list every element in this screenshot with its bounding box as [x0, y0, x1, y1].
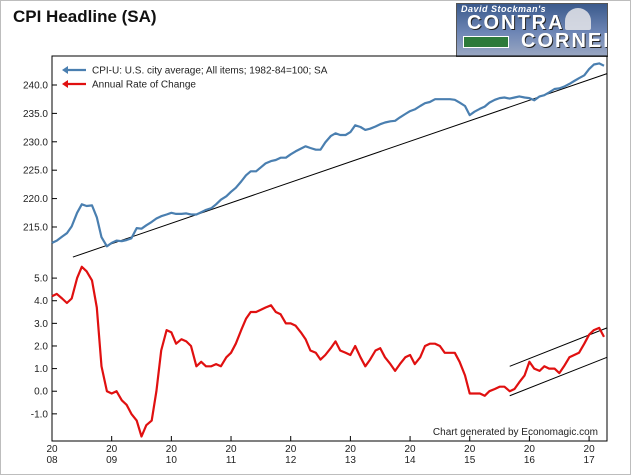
x-tick-label-top: 20	[285, 444, 297, 455]
logo-byline: David Stockman's	[461, 4, 547, 14]
x-tick-label-top: 20	[405, 444, 417, 455]
x-tick-label-bottom: 09	[106, 455, 118, 466]
chart-credit: Chart generated by Economagic.com	[433, 427, 598, 438]
legend-arrow-icon	[62, 80, 68, 88]
x-tick-label-bottom: 12	[285, 455, 297, 466]
x-tick-label-top: 20	[106, 444, 118, 455]
x-tick-label-bottom: 17	[584, 455, 596, 466]
x-tick-label-top: 20	[464, 444, 476, 455]
y-tick-label: 235.0	[23, 109, 48, 120]
logo-word-contra: CONTRA	[467, 12, 565, 34]
x-tick-label-bottom: 16	[524, 455, 536, 466]
x-tick-label-top: 20	[345, 444, 357, 455]
y-tick-label: 220.0	[23, 194, 48, 205]
y-tick-label: 215.0	[23, 222, 48, 233]
y-tick-label: 5.0	[34, 274, 48, 285]
wall-street-sign-image	[463, 36, 509, 48]
legend-arrow-icon	[62, 66, 68, 74]
plot-area	[51, 55, 608, 442]
x-tick-label-top: 20	[225, 444, 237, 455]
x-tick-label-bottom: 08	[46, 455, 58, 466]
x-tick-label-top: 20	[584, 444, 596, 455]
y-tick-label: -1.0	[31, 409, 49, 420]
chart-title: CPI Headline (SA)	[13, 7, 157, 26]
y-tick-label: 240.0	[23, 80, 48, 91]
x-tick-label-bottom: 11	[226, 455, 237, 466]
trend-line	[509, 356, 608, 397]
x-tick-label-bottom: 10	[166, 455, 178, 466]
x-tick-label-top: 20	[46, 444, 58, 455]
trend-line	[509, 327, 608, 367]
contra-corner-logo: David Stockman's CONTRA CORNER	[456, 3, 608, 57]
rate-of-change-series-line	[51, 265, 605, 438]
y-tick-label: 225.0	[23, 166, 48, 177]
legend-label: CPI-U: U.S. city average; All items; 198…	[92, 66, 328, 77]
x-tick-label-top: 20	[524, 444, 536, 455]
y-tick-label: 3.0	[34, 319, 48, 330]
legend-label: Annual Rate of Change	[92, 80, 196, 91]
x-tick-label-top: 20	[166, 444, 178, 455]
y-tick-label: 2.0	[34, 341, 48, 352]
y-tick-label: 0.0	[34, 387, 48, 398]
y-tick-label: 4.0	[34, 296, 48, 307]
x-tick-label-bottom: 14	[405, 455, 417, 466]
trend-line	[72, 73, 608, 258]
capitol-dome-image	[565, 8, 591, 30]
y-tick-label: 1.0	[34, 364, 48, 375]
cpi-series-line	[51, 62, 605, 248]
logo-word-corner: CORNER	[521, 30, 607, 52]
y-tick-label: 230.0	[23, 137, 48, 148]
x-tick-label-bottom: 15	[464, 455, 476, 466]
x-tick-label-bottom: 13	[345, 455, 357, 466]
